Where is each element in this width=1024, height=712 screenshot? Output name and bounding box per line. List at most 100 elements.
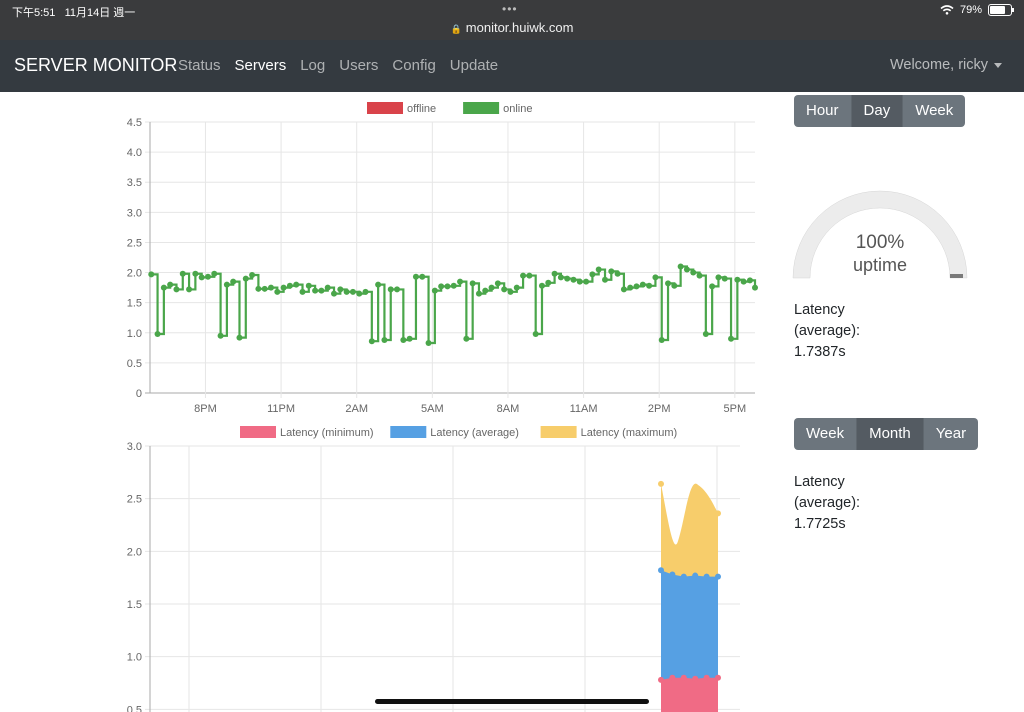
latency-min-area-point (669, 674, 676, 681)
uptime-chart: 0 0.5 1.0 1.5 2.0 2.5 3.0 3.5 4.0 4.5 8PM 11PM 2AM 5A… (127, 102, 758, 415)
uptime-legend-label: offline (407, 103, 436, 115)
online-data-point (545, 279, 552, 286)
online-data-point (324, 284, 331, 291)
nav-config[interactable]: Config (392, 57, 436, 74)
online-data-point (337, 286, 344, 293)
online-data-point (230, 278, 237, 285)
uptime-y-tick-label: 3.0 (127, 207, 142, 219)
home-indicator (375, 699, 649, 704)
nav-servers[interactable]: Servers (234, 57, 287, 74)
online-data-point (236, 334, 243, 341)
online-data-point (356, 290, 363, 297)
online-data-point (362, 288, 369, 295)
latency-max-area-point (715, 510, 721, 517)
online-data-point (646, 282, 653, 289)
range-group-month: Week Month Year (794, 418, 979, 450)
online-data-point (709, 283, 716, 290)
address-bar[interactable]: 🔒 monitor.huiwk.com (0, 20, 1024, 35)
online-data-point (204, 273, 211, 280)
online-data-point (312, 287, 319, 294)
uptime-legend-swatch (463, 102, 500, 114)
online-data-point (268, 284, 274, 291)
nav-status[interactable]: Status (178, 57, 221, 74)
nav-menu: Status Servers Log Users Config Update (178, 57, 498, 74)
online-data-point (242, 275, 249, 282)
online-data-point (538, 282, 545, 289)
online-data-point (438, 283, 445, 290)
latency-legend-label: Latency (average) (430, 427, 519, 439)
online-data-point (261, 285, 268, 292)
uptime-x-tick-label: 5PM (724, 403, 747, 415)
latency-y-tick-label: 2.5 (127, 494, 142, 506)
week-button[interactable]: Week (903, 95, 966, 127)
online-data-point (173, 286, 180, 293)
online-data-point (457, 278, 464, 285)
browser-menu-dots[interactable]: ••• (502, 2, 518, 16)
month-button[interactable]: Month (857, 418, 924, 450)
online-data-point (639, 281, 646, 288)
online-series-line (150, 265, 757, 345)
latency-avg-area-point (658, 567, 664, 574)
online-data-point (583, 278, 590, 285)
online-data-point (375, 281, 382, 288)
online-data-point (488, 284, 495, 291)
online-data-point (746, 277, 753, 284)
online-data-point (217, 332, 224, 339)
online-data-point (482, 287, 489, 294)
online-data-point (406, 335, 413, 342)
day-button[interactable]: Day (851, 95, 904, 127)
gauge-label: uptime (853, 255, 907, 275)
uptime-y-tick-label: 4.5 (127, 117, 142, 129)
battery-percent: 79% (959, 4, 982, 16)
uptime-y-tick-label: 2.5 (127, 237, 142, 249)
online-data-point (469, 280, 476, 287)
online-data-point (368, 338, 375, 345)
latency-y-tick-label: 1.5 (127, 599, 142, 611)
hour-button[interactable]: Hour (794, 95, 852, 127)
latency-legend-swatch (540, 426, 577, 438)
brand[interactable]: SERVER MONITOR (14, 55, 178, 75)
online-data-point (400, 337, 407, 344)
year-button[interactable]: Year (923, 418, 979, 450)
latency-min-area-point (658, 676, 664, 683)
latency-value: 1.7387s (794, 344, 846, 360)
uptime-x-tick-label: 2PM (648, 403, 671, 415)
range-group-day: Hour Day Week (794, 95, 966, 127)
online-data-point (677, 263, 684, 270)
online-data-point (526, 272, 533, 279)
latency-chart: 0.5 1.0 1.5 2.0 2.5 3.0 Latency (minimum) Late… (127, 426, 740, 712)
online-data-point (734, 276, 741, 283)
gauge-percent: 100% (856, 232, 905, 253)
online-data-point (501, 286, 508, 293)
online-data-point (381, 337, 388, 344)
online-data-point (160, 284, 167, 291)
online-data-point (192, 270, 199, 277)
welcome-text: Welcome, ricky (889, 57, 988, 73)
latency-min-area-point (680, 674, 687, 681)
nav-users[interactable]: Users (339, 57, 379, 74)
latency-avg-area-point (680, 573, 687, 580)
online-data-point (431, 287, 438, 294)
online-data-point (255, 285, 262, 292)
latency-avg-area (661, 570, 718, 712)
online-data-point (305, 282, 312, 289)
latency-min-area-point (715, 674, 721, 681)
online-data-point (507, 288, 514, 295)
week-button-2[interactable]: Week (794, 418, 858, 450)
online-data-point (211, 270, 218, 277)
uptime-gauge: 100% uptime (792, 190, 968, 279)
online-data-point (576, 278, 583, 285)
nav-update[interactable]: Update (449, 57, 499, 74)
latency-legend-label: Latency (maximum) (581, 427, 678, 439)
online-data-point (652, 274, 659, 281)
online-data-point (696, 272, 703, 279)
online-data-point (658, 337, 665, 344)
user-dropdown[interactable]: Welcome, ricky (890, 57, 1002, 73)
online-data-point (570, 276, 577, 283)
gauge-fill (792, 190, 968, 279)
nav-log[interactable]: Log (300, 57, 326, 74)
online-data-point (494, 280, 501, 287)
online-data-point (419, 273, 426, 280)
latency-label-2: Latency (794, 474, 845, 490)
url-text: monitor.huiwk.com (465, 20, 574, 35)
